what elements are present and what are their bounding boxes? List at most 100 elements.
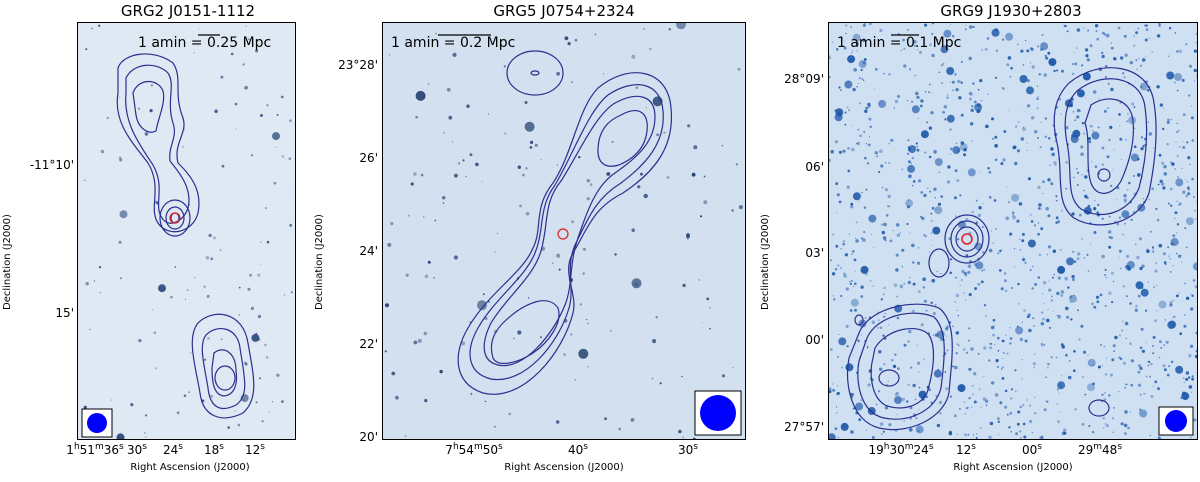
- star: [1059, 249, 1062, 251]
- star: [894, 394, 897, 397]
- y-tick-label: -11°10': [29, 158, 74, 172]
- star: [110, 399, 113, 401]
- star: [1176, 294, 1179, 298]
- star: [942, 111, 945, 114]
- star: [869, 280, 872, 282]
- star: [524, 101, 528, 104]
- star: [527, 297, 530, 299]
- star: [251, 154, 254, 157]
- star: [883, 72, 885, 75]
- star: [1047, 245, 1052, 249]
- star: [540, 159, 542, 161]
- star: [1133, 44, 1136, 47]
- contour: [483, 95, 656, 367]
- star: [841, 366, 843, 369]
- star: [1026, 79, 1030, 83]
- star: [1166, 373, 1170, 377]
- star: [1047, 362, 1050, 366]
- star: [855, 237, 857, 239]
- star: [1116, 199, 1118, 201]
- contour: [944, 214, 990, 264]
- star: [1158, 356, 1161, 359]
- star: [119, 96, 121, 98]
- star: [1170, 238, 1179, 246]
- star: [953, 196, 957, 200]
- star: [1156, 85, 1160, 89]
- star: [1095, 30, 1098, 33]
- star: [1158, 300, 1167, 309]
- contour: [457, 72, 673, 395]
- star: [1164, 263, 1167, 266]
- star: [1156, 310, 1158, 312]
- star: [602, 73, 604, 75]
- star: [837, 356, 839, 358]
- star: [1159, 340, 1162, 344]
- star: [931, 244, 933, 246]
- star: [1084, 175, 1088, 179]
- star: [1055, 356, 1058, 359]
- star: [852, 33, 861, 42]
- star: [901, 397, 905, 401]
- y-axis-label: Declination (J2000): [2, 214, 13, 310]
- star: [847, 147, 850, 150]
- star: [1198, 68, 1199, 70]
- star: [969, 92, 973, 96]
- star: [1102, 426, 1105, 429]
- star: [1169, 258, 1171, 260]
- star: [1162, 252, 1166, 256]
- star: [1139, 82, 1148, 91]
- star: [862, 23, 866, 27]
- star: [1139, 366, 1143, 371]
- contours-south-lobe: [846, 303, 1110, 431]
- star: [1162, 364, 1166, 368]
- star: [1005, 334, 1007, 336]
- star: [829, 57, 831, 59]
- star: [1196, 374, 1197, 376]
- star: [931, 206, 935, 210]
- star: [682, 436, 684, 439]
- star: [227, 426, 230, 429]
- star: [1026, 142, 1028, 144]
- y-tick-label: 20': [359, 430, 378, 444]
- star: [836, 212, 838, 214]
- star: [946, 67, 955, 75]
- star: [1190, 293, 1192, 295]
- star: [238, 313, 241, 316]
- star: [1173, 315, 1176, 318]
- star: [967, 264, 972, 268]
- star: [967, 339, 970, 342]
- star: [991, 28, 1000, 37]
- star: [442, 196, 446, 200]
- star: [845, 287, 849, 291]
- x-axis-label: Right Ascension (J2000): [130, 462, 250, 473]
- star: [955, 293, 960, 298]
- star: [1043, 302, 1045, 304]
- star: [220, 338, 223, 341]
- star: [1191, 375, 1194, 378]
- star: [909, 68, 912, 71]
- star: [940, 195, 943, 198]
- star: [919, 215, 923, 218]
- star: [387, 242, 392, 247]
- star: [1137, 383, 1142, 387]
- star: [1057, 420, 1061, 424]
- star: [1195, 33, 1197, 35]
- star: [1033, 129, 1038, 134]
- star: [1182, 146, 1186, 149]
- star: [989, 421, 994, 426]
- star: [857, 128, 860, 131]
- star: [992, 333, 995, 337]
- star: [1105, 373, 1107, 376]
- star: [884, 406, 889, 410]
- star: [185, 298, 186, 300]
- star: [844, 111, 847, 114]
- star: [1004, 389, 1008, 393]
- star: [1126, 260, 1135, 269]
- star: [901, 248, 905, 252]
- star: [1197, 368, 1198, 371]
- sky-image: [829, 23, 1199, 439]
- star: [952, 146, 961, 155]
- star: [1163, 343, 1166, 347]
- star: [283, 294, 286, 296]
- star: [846, 106, 849, 109]
